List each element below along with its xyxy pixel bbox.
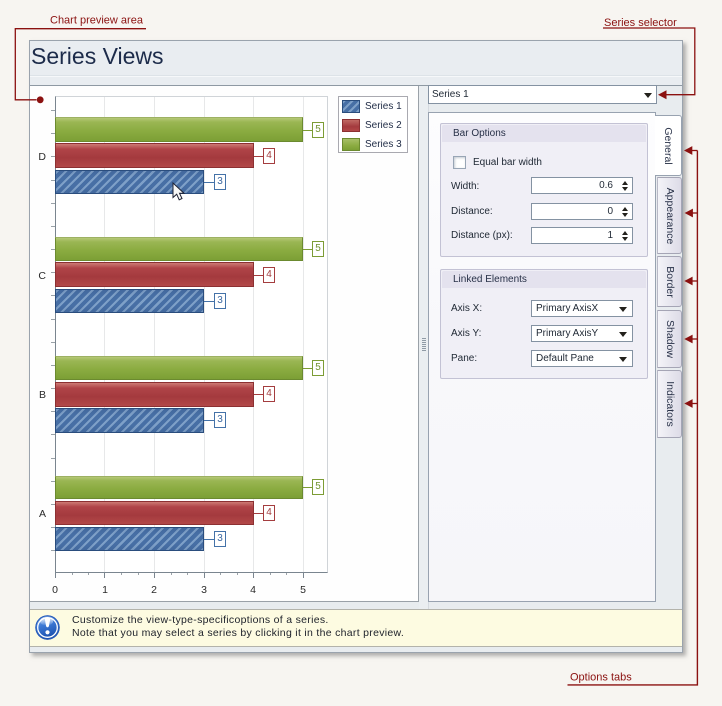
svg-text:Chart preview area: Chart preview area [50, 15, 144, 27]
svg-text:Series selector: Series selector [604, 17, 677, 29]
svg-text:Options tabs: Options tabs [570, 672, 632, 684]
